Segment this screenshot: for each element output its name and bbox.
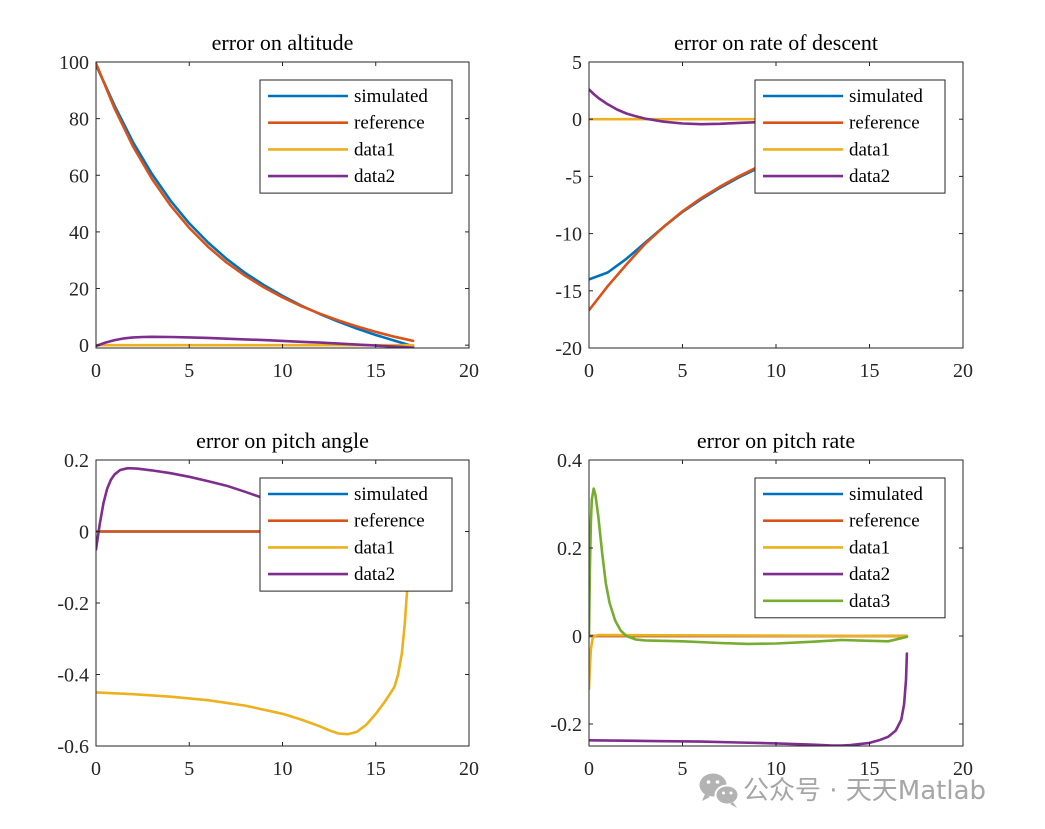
subplot-2: 0 5 10 15 20 -20 -15 -10 -5 0 5 error on rate of de…: [555, 30, 973, 382]
x-tick-label: 15: [366, 360, 386, 382]
y-tick-label: -20: [555, 338, 582, 360]
chart-title: error on rate of descent: [674, 30, 878, 55]
watermark-text: 公众号 · 天天Matlab: [743, 776, 986, 806]
y-tick-label: 0.2: [64, 450, 89, 472]
legend-label: data1: [849, 537, 890, 558]
series-line-data3: [589, 487, 909, 646]
y-tick-label: 0: [572, 109, 582, 131]
x-tick-label: 5: [184, 360, 194, 382]
legend-label: simulated: [849, 86, 923, 107]
plot-area: [589, 487, 909, 746]
legend-label: simulated: [354, 86, 428, 107]
chart-title: error on pitch rate: [697, 428, 855, 453]
x-tick-label: 10: [766, 758, 786, 780]
series-line-data2: [589, 652, 909, 746]
legend-label: data2: [849, 166, 890, 187]
legend-label: simulated: [354, 484, 428, 505]
y-tick-label: 5: [572, 52, 582, 74]
y-tick-label: 0: [572, 626, 582, 648]
y-tick-label: -10: [555, 224, 582, 246]
legend-label: data3: [849, 591, 890, 612]
subplot-1: 0 5 10 15 20 0 20 40 60 80 100 error on altitude sim…: [59, 30, 479, 382]
legend-box: [259, 79, 453, 194]
legend-label: data2: [354, 564, 395, 585]
x-tick-label: 20: [459, 360, 479, 382]
chart-title: error on pitch angle: [196, 428, 369, 453]
y-tick-label: -15: [555, 281, 582, 303]
legend-label: data2: [849, 564, 890, 585]
y-tick-label: 0.4: [557, 450, 582, 472]
series-line-simulated: [96, 63, 415, 348]
x-tick-label: 0: [91, 360, 101, 382]
x-tick-label: 0: [584, 360, 594, 382]
legend-label: reference: [354, 113, 425, 134]
legend-label: data2: [354, 166, 395, 187]
series-line-data1: [589, 633, 909, 691]
x-tick-label: 20: [953, 360, 973, 382]
legend-box: [259, 477, 453, 592]
legend-label: data1: [354, 537, 395, 558]
x-tick-label: 0: [584, 758, 594, 780]
legend: simulated reference data1 data2: [754, 79, 946, 194]
x-tick-label: 10: [273, 360, 293, 382]
y-tick-label: 0.2: [557, 538, 582, 560]
legend: simulated reference data1 data2 data3: [754, 477, 946, 619]
subplot-3: 0 5 10 15 20 -0.6 -0.4 -0.2 0 0.2 error on pitch a…: [57, 428, 479, 780]
series-line-data1: [96, 530, 415, 736]
y-tick-label: 80: [69, 109, 89, 131]
x-tick-label: 10: [273, 758, 293, 780]
legend-box: [754, 79, 946, 194]
legend: simulated reference data1 data2: [259, 477, 453, 592]
wechat-icon: [699, 773, 740, 808]
x-tick-label: 15: [366, 758, 386, 780]
legend-label: data1: [849, 139, 890, 160]
legend-label: reference: [849, 113, 920, 134]
y-tick-label: 0: [79, 522, 89, 544]
x-tick-label: 10: [766, 360, 786, 382]
y-tick-label: -0.2: [57, 593, 89, 615]
legend: simulated reference data1 data2: [259, 79, 453, 194]
watermark: 公众号 · 天天Matlab: [699, 773, 986, 808]
x-tick-label: 15: [860, 360, 880, 382]
y-tick-label: -5: [565, 166, 582, 188]
series-line-reference: [96, 62, 415, 343]
x-tick-label: 20: [459, 758, 479, 780]
legend-label: reference: [354, 511, 425, 532]
y-tick-label: -0.4: [57, 665, 89, 687]
y-tick-label: 60: [69, 165, 89, 187]
x-tick-label: 5: [678, 360, 688, 382]
x-tick-label: 20: [953, 758, 973, 780]
legend-label: reference: [849, 511, 920, 532]
plot-area: [96, 62, 415, 348]
y-tick-label: 40: [69, 222, 89, 244]
x-tick-label: 0: [91, 758, 101, 780]
legend-label: data1: [354, 139, 395, 160]
chart-title: error on altitude: [212, 30, 354, 55]
y-tick-label: 100: [59, 52, 89, 74]
y-tick-label: -0.6: [57, 736, 89, 758]
x-tick-label: 15: [860, 758, 880, 780]
y-tick-label: 0: [79, 335, 89, 357]
y-tick-label: -0.2: [550, 714, 582, 736]
series-line-data2: [96, 335, 415, 348]
legend-label: simulated: [849, 484, 923, 505]
x-tick-label: 5: [678, 758, 688, 780]
x-tick-label: 5: [184, 758, 194, 780]
y-tick-label: 20: [69, 279, 89, 301]
